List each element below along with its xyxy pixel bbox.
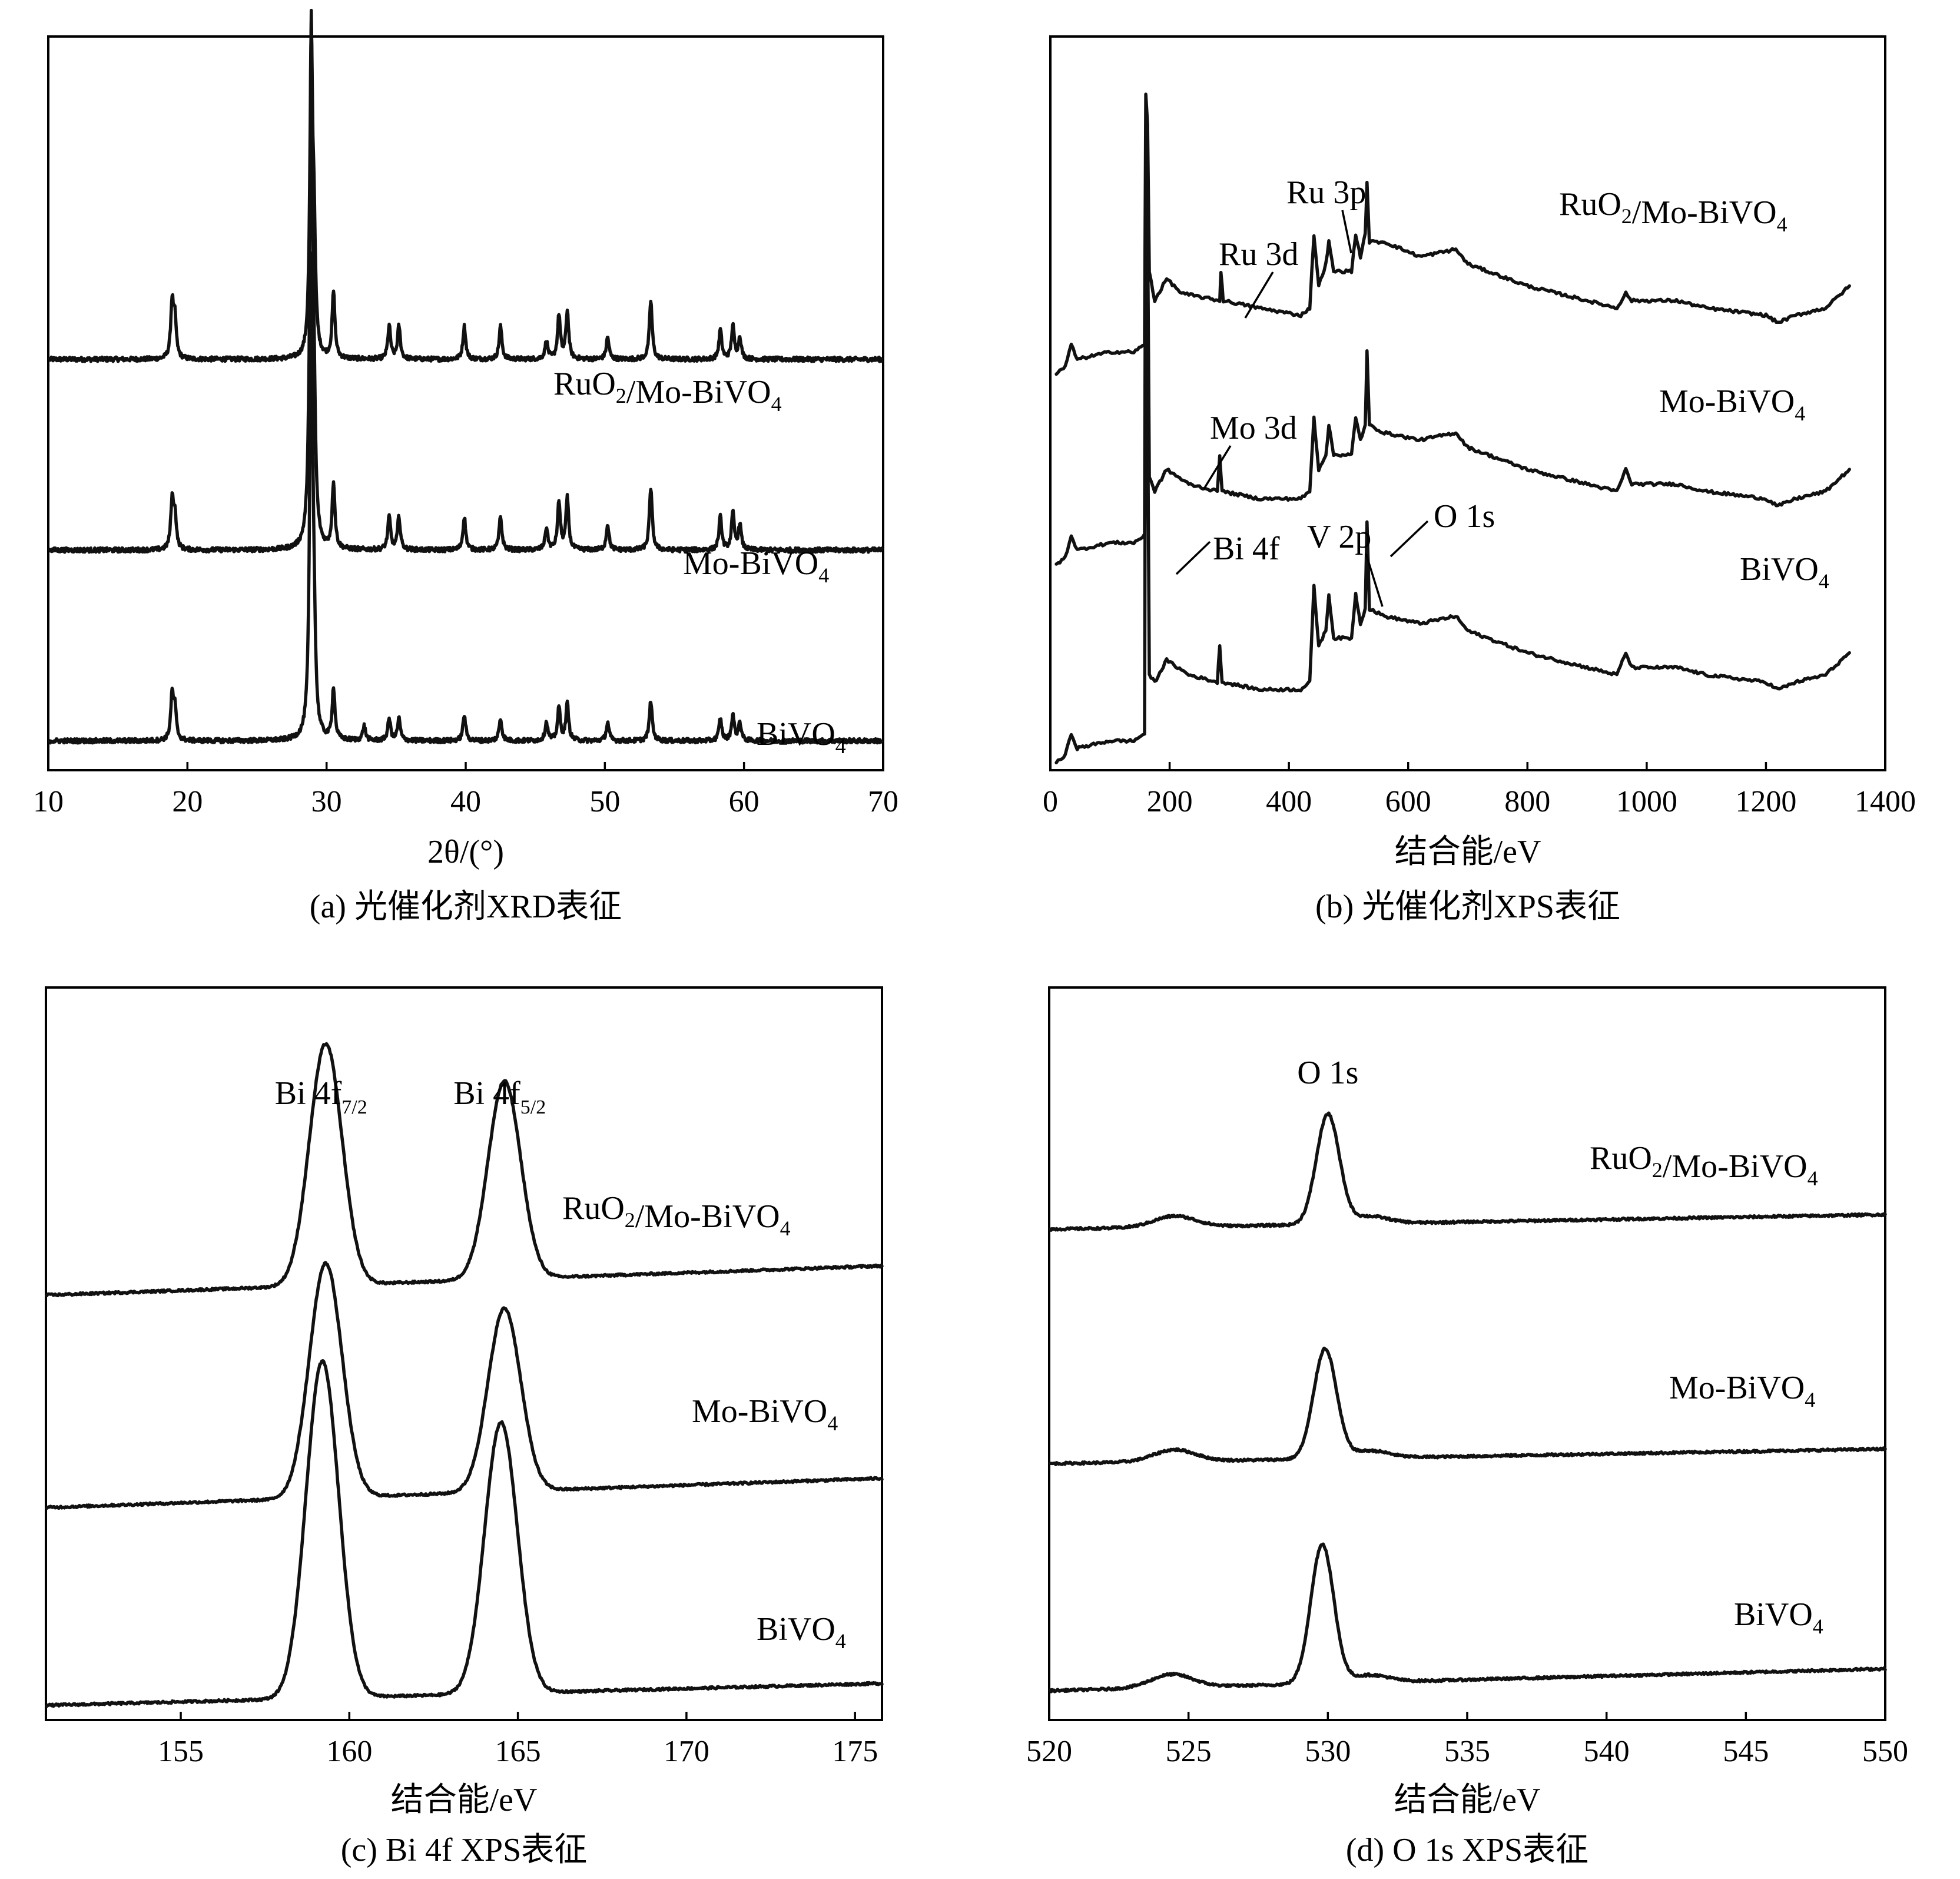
peak-label: O 1s: [1297, 1055, 1358, 1091]
series-line-1: [48, 8, 884, 554]
panel-bi4f: 155 160 165 170 175 Bi 4f7/2 Bi 4f5/2 RuO2/Mo…: [45, 986, 884, 1868]
series-label-bivo4: BiVO4: [1740, 551, 1829, 593]
series-label-ruo2-mo-bivo4: RuO2/Mo-BiVO4: [1590, 1140, 1818, 1190]
x-tick-label: 200: [1147, 785, 1193, 818]
x-tick-label: 800: [1504, 785, 1550, 818]
series-line-2: [45, 1359, 884, 1708]
series-line-0: [45, 1042, 884, 1298]
x-tick-label: 165: [495, 1735, 541, 1768]
series-line-0: [48, 21, 884, 363]
x-tick-label: 10: [33, 785, 64, 818]
panel-o1s: 520 525 530 535 540 545 550 O 1s RuO2/Mo-BiVO4…: [1026, 986, 1908, 1868]
x-tick-label: 1200: [1735, 785, 1796, 818]
annotation-leader: [1389, 520, 1429, 558]
series-line-1: [45, 1261, 884, 1510]
series-line-2: [48, 251, 884, 745]
x-tick-label: 170: [664, 1735, 709, 1768]
panel-xps-survey: 0 200 400 600 800 1000 1200 1400 Ru 3p Ru 3d Mo 3…: [1043, 35, 1916, 925]
panel-caption: (c) Bi 4f XPS表征: [341, 1832, 587, 1868]
x-axis-label: 结合能/eV: [1395, 834, 1541, 870]
x-tick-label: 40: [450, 785, 481, 818]
annotation-leader: [1244, 271, 1274, 319]
panel-xrd: 10 20 30 40 50 60 70 RuO2/Mo-BiVO4 Mo-BiVO4 Bi…: [33, 8, 898, 925]
series-line-2: [1048, 1542, 1887, 1694]
series-label-ruo2-mo-bivo4: RuO2/Mo-BiVO4: [562, 1190, 791, 1240]
series-label-ruo2-mo-bivo4: RuO2/Mo-BiVO4: [1559, 186, 1787, 236]
x-axis-label: 结合能/eV: [1394, 1782, 1541, 1818]
x-tick-label: 535: [1444, 1735, 1490, 1768]
x-axis-label: 结合能/eV: [391, 1782, 538, 1818]
x-tick-label: 155: [158, 1735, 204, 1768]
series-label-mo-bivo4: Mo-BiVO4: [1659, 383, 1805, 425]
x-tick-label: 60: [729, 785, 760, 818]
plot-frame: [1049, 35, 1886, 771]
x-tick-label: 530: [1305, 1735, 1351, 1768]
series-label-mo-bivo4: Mo-BiVO4: [683, 545, 829, 587]
plot-frame: [45, 986, 883, 1721]
series-label-bivo4: BiVO4: [757, 1611, 846, 1653]
x-tick-label: 600: [1385, 785, 1431, 818]
x-tick-label: 20: [172, 785, 203, 818]
x-tick-label: 550: [1862, 1735, 1908, 1768]
x-tick-label: 400: [1266, 785, 1312, 818]
series-line-2: [1054, 253, 1851, 765]
annotation-label: Mo 3d: [1210, 410, 1297, 446]
peak-label-subscript: 7/2: [341, 1096, 367, 1118]
annotation-label: Ru 3p: [1286, 174, 1366, 211]
panel-caption: (d) O 1s XPS表征: [1346, 1832, 1588, 1868]
series-label-mo-bivo4: Mo-BiVO4: [1669, 1370, 1815, 1411]
peak-label: Bi 4f7/2: [275, 1075, 367, 1118]
x-tick-label: 540: [1584, 1735, 1630, 1768]
series-line-0: [1048, 1111, 1887, 1232]
annotation-label: O 1s: [1434, 498, 1495, 535]
annotation-label: V 2p: [1307, 519, 1371, 555]
panel-caption: (b) 光催化剂XPS表征: [1315, 889, 1620, 925]
series-line-1: [1048, 1346, 1887, 1466]
annotation-label: Bi 4f: [1213, 531, 1280, 567]
annotation-leader: [1341, 210, 1352, 254]
annotation-label: Ru 3d: [1219, 236, 1298, 273]
series-label-bivo4: BiVO4: [1734, 1596, 1823, 1638]
annotation-leader: [1175, 541, 1211, 575]
x-tick-label: 0: [1043, 785, 1058, 818]
annotation-leader: [1365, 553, 1384, 607]
peak-label: Bi 4f5/2: [453, 1075, 546, 1118]
peak-label-subscript: 5/2: [520, 1096, 546, 1118]
x-tick-label: 525: [1166, 1735, 1212, 1768]
series-line-1: [1054, 138, 1851, 566]
panel-caption: (a) 光催化剂XRD表征: [310, 889, 622, 925]
annotation-leader: [1203, 445, 1232, 489]
x-tick-label: 70: [868, 785, 898, 818]
x-tick-label: 160: [326, 1735, 372, 1768]
x-tick-label: 1400: [1855, 785, 1916, 818]
x-tick-label: 175: [832, 1735, 878, 1768]
x-tick-label: 30: [311, 785, 342, 818]
x-tick-label: 520: [1026, 1735, 1072, 1768]
series-label-mo-bivo4: Mo-BiVO4: [692, 1393, 838, 1435]
x-tick-label: 50: [589, 785, 620, 818]
series-label-bivo4: BiVO4: [757, 716, 846, 758]
x-axis-label: 2θ/(°): [427, 834, 504, 870]
x-tick-label: 1000: [1616, 785, 1677, 818]
series-line-0: [1054, 92, 1851, 376]
series-label-ruo2-mo-bivo4: RuO2/Mo-BiVO4: [553, 366, 782, 416]
x-tick-label: 545: [1723, 1735, 1769, 1768]
